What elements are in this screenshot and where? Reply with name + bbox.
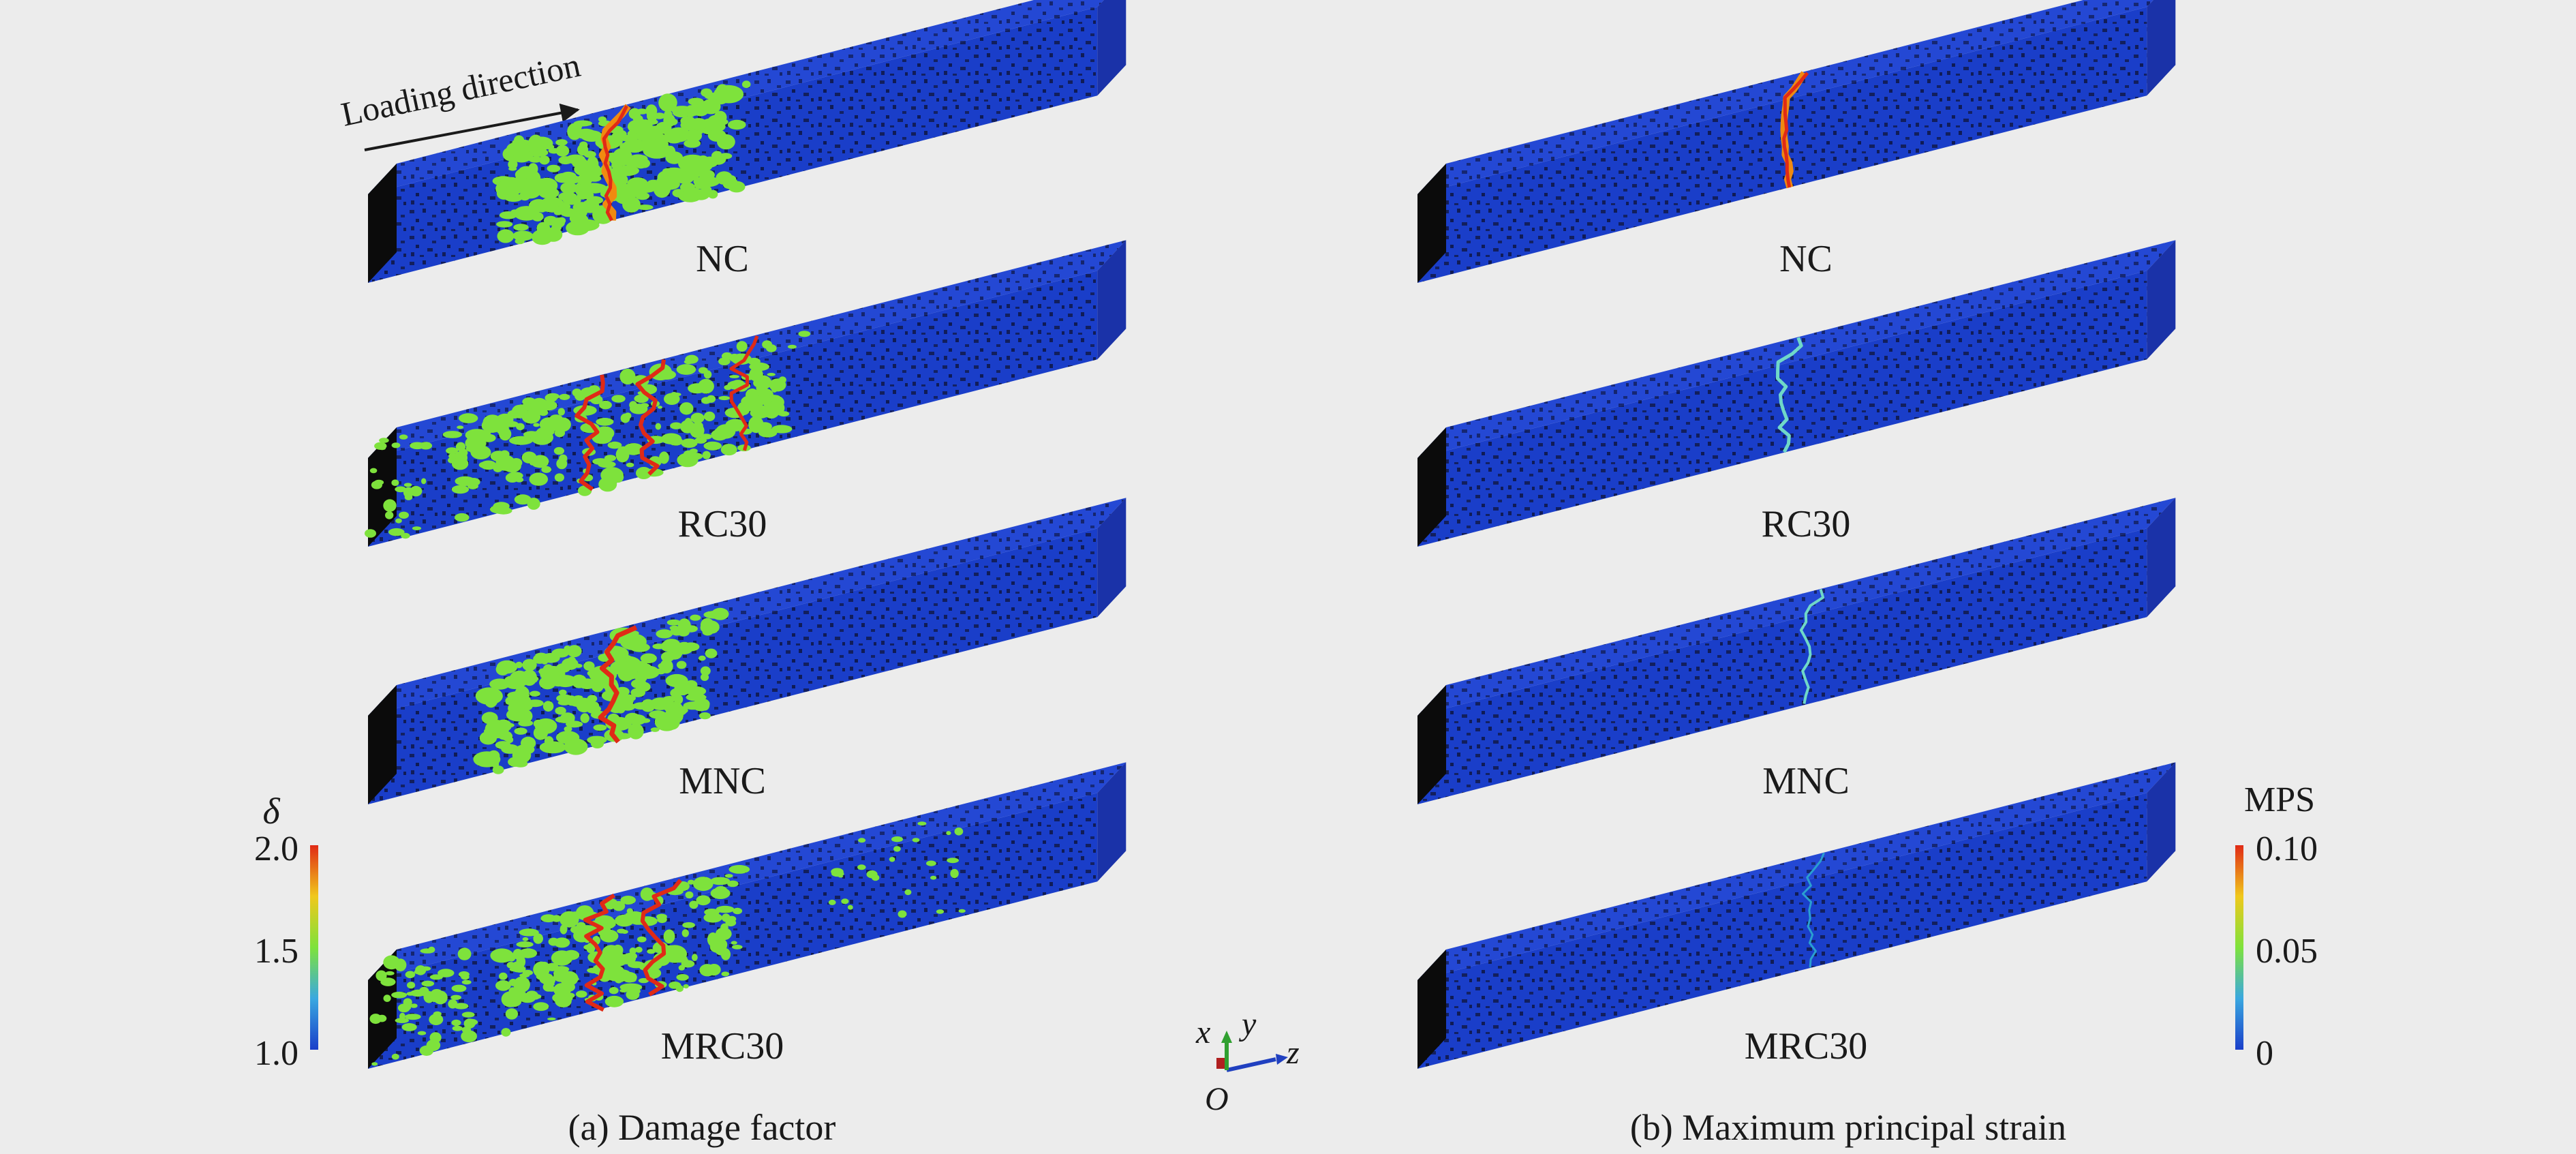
beam-mnc-strain (1417, 498, 2176, 804)
beam-label-mnc-a: MNC (679, 760, 766, 802)
damage-zone-right (828, 821, 966, 918)
beam-side-speckle (1417, 793, 2147, 1069)
beam-nc-damage (368, 0, 1126, 283)
colorbar-symbol: MPS (2244, 780, 2315, 819)
beam-mrc30-strain (1417, 762, 2176, 1069)
beam-end-face (368, 164, 397, 283)
axis-x-label: x (1195, 1014, 1210, 1050)
beam-label-nc-a: NC (696, 238, 749, 280)
panel-damage-factor: NC RC30 MNC MRC30 δ 2.0 1.5 1.0 (a) Dama… (254, 0, 1126, 1148)
beam-top-speckle (368, 240, 1126, 458)
panel-max-principal-strain: NC RC30 MNC MRC30 MPS 0.10 0.05 0 (b) Ma… (1417, 0, 2318, 1148)
colorbar-tick-min: 0 (2256, 1034, 2273, 1073)
beam-end-face (368, 685, 397, 804)
panel-caption-b: (b) Maximum principal strain (1630, 1107, 2066, 1148)
crack-2 (640, 879, 682, 997)
colorbar-symbol: δ (262, 791, 280, 832)
beam-right-end (2147, 0, 2176, 96)
axis-y-label: y (1238, 1006, 1257, 1042)
beam-top-speckle (1417, 762, 2176, 980)
damage-zone-left (365, 434, 433, 539)
beam-right-end (2147, 498, 2176, 618)
beam-side-speckle (368, 793, 1098, 1069)
crack-main-core (602, 105, 628, 222)
beam-label-rc30-b: RC30 (1762, 503, 1851, 545)
beam-label-nc-b: NC (1779, 238, 1833, 280)
beam-right-end (1097, 498, 1126, 618)
axis-z-arrowhead (1276, 1054, 1288, 1065)
damage-zone (442, 331, 811, 522)
beam-mnc-damage (368, 498, 1126, 804)
beam-end-face (1417, 950, 1446, 1069)
damage-zone-left (369, 946, 478, 1066)
colorbar-tick-min: 1.0 (254, 1034, 298, 1073)
damage-zone (473, 607, 729, 774)
beam-right-end (1097, 0, 1126, 96)
beam-rc30-strain (1417, 240, 2176, 547)
beam-end-face (1417, 164, 1446, 283)
beam-label-mrc30-a: MRC30 (661, 1025, 784, 1067)
axis-z-line (1226, 1057, 1276, 1072)
colorbar-gradient (2235, 845, 2243, 1050)
beam-nc-strain (1417, 0, 2176, 283)
beam-end-face (1417, 685, 1446, 804)
damage-beams (365, 0, 1126, 1069)
crack-3 (729, 335, 759, 451)
origin-label: O (1205, 1081, 1229, 1117)
colorbar-tick-max: 0.10 (2256, 830, 2318, 868)
strain-beams (1417, 0, 2176, 1069)
beam-right-end (1097, 762, 1126, 882)
beam-side-speckle (1417, 528, 2147, 804)
loading-direction-label: Loading direction (338, 46, 584, 134)
strain-colorbar: MPS 0.10 0.05 0 (2235, 780, 2318, 1073)
coordinate-axes: x y z O (1195, 1006, 1300, 1117)
strain-crack (1802, 852, 1825, 968)
beam-top-speckle (1417, 498, 2176, 716)
beam-mrc30-damage (368, 762, 1126, 1069)
beam-label-mrc30-b: MRC30 (1745, 1025, 1868, 1067)
loading-direction-arrow (364, 103, 580, 151)
beam-right-end (1097, 240, 1126, 360)
beam-side-speckle (368, 528, 1098, 804)
crack-1 (583, 893, 615, 1012)
beam-rc30-damage (365, 240, 1126, 547)
axis-z-label: z (1286, 1035, 1300, 1071)
colorbar-tick-max: 2.0 (254, 830, 298, 868)
beam-end-face (1417, 427, 1446, 547)
beam-label-mnc-b: MNC (1762, 760, 1850, 802)
beam-label-rc30-a: RC30 (678, 503, 767, 545)
panel-caption-a: (a) Damage factor (568, 1107, 836, 1148)
axis-y-arrowhead (1221, 1031, 1232, 1043)
beam-right-end (2147, 762, 2176, 882)
colorbar-tick-mid: 0.05 (2256, 932, 2318, 971)
crack-main (598, 625, 638, 744)
colorbar-gradient (310, 845, 318, 1050)
crack-1 (574, 374, 605, 491)
strain-crack (1799, 588, 1825, 704)
strain-crack (1776, 337, 1803, 453)
axis-x-marker (1216, 1058, 1225, 1069)
colorbar-tick-mid: 1.5 (254, 932, 298, 971)
crack-2 (635, 359, 666, 476)
strain-crack-core (1782, 72, 1809, 188)
beam-right-end (2147, 240, 2176, 360)
damage-colorbar: δ 2.0 1.5 1.0 (254, 791, 318, 1073)
